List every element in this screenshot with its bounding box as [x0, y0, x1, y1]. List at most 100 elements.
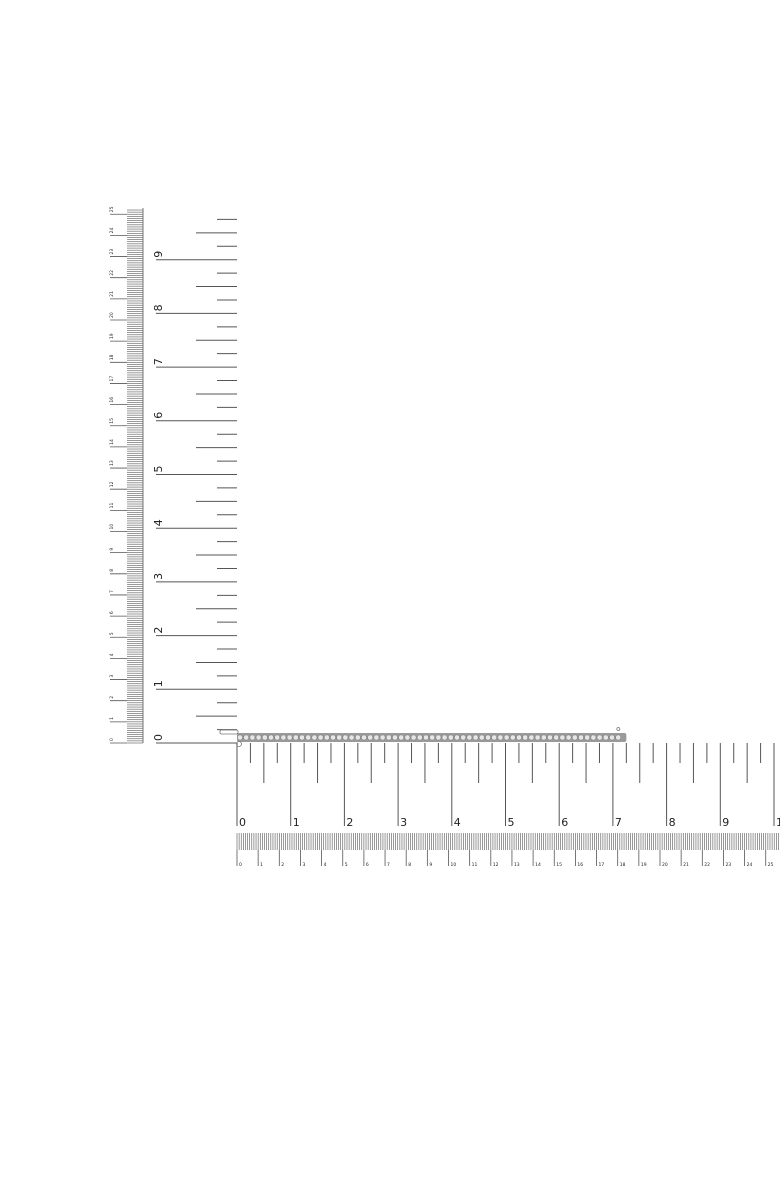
- cm-label: 14: [535, 862, 541, 868]
- cm-label: 9: [429, 862, 432, 868]
- diamond-stone: [503, 734, 510, 741]
- cm-label: 23: [109, 249, 115, 255]
- vertical-cm-ruler: 0123456789101112131415161718192021222324…: [109, 206, 144, 744]
- inch-label: 9: [722, 816, 729, 829]
- inch-label: 2: [152, 627, 165, 634]
- cm-label: 6: [366, 862, 369, 868]
- cm-label: 13: [514, 862, 520, 868]
- cm-label: 7: [109, 590, 115, 593]
- cm-label: 3: [109, 675, 115, 678]
- diamond-stone: [280, 734, 287, 741]
- inch-label: 8: [152, 304, 165, 311]
- clasp-icon: [219, 729, 239, 735]
- cm-label: 11: [472, 862, 478, 868]
- safety-latch-icon: [616, 727, 621, 731]
- cm-label: 20: [662, 862, 668, 868]
- cm-label: 8: [109, 569, 115, 572]
- diamond-stone: [249, 734, 256, 741]
- cm-label: 13: [109, 460, 115, 466]
- diamond-stone: [286, 734, 293, 741]
- cm-label: 2: [109, 696, 115, 699]
- cm-label: 1: [260, 862, 263, 868]
- cm-label: 10: [451, 862, 457, 868]
- diamond-stone: [602, 734, 609, 741]
- cm-label: 18: [620, 862, 626, 868]
- diamond-stone: [367, 734, 374, 741]
- inch-label: 3: [152, 573, 165, 580]
- diamond-stone: [497, 734, 504, 741]
- horizontal-inch-ruler: 0 1 2 3 4 5 6 7 8 9 10: [157, 742, 780, 829]
- cm-label: 6: [109, 611, 115, 614]
- diamond-stone: [330, 734, 336, 741]
- cm-label: 12: [109, 481, 115, 487]
- diamond-stone: [578, 734, 584, 741]
- diamond-stone: [361, 734, 367, 741]
- diamond-stone: [292, 734, 299, 741]
- diamond-stone: [237, 734, 243, 741]
- diamond-stone: [460, 734, 467, 741]
- clasp-ring-icon: [236, 741, 242, 747]
- cm-label: 4: [109, 653, 115, 656]
- diamond-stone: [342, 734, 349, 741]
- diamond-stone: [596, 734, 603, 741]
- inch-label: 6: [561, 816, 568, 829]
- inch-label: 0: [239, 816, 246, 829]
- diamond-stone: [516, 734, 522, 741]
- diamond-stone: [509, 734, 516, 741]
- inch-label: 5: [152, 466, 165, 473]
- cm-label: 19: [641, 862, 647, 868]
- diamond-stone: [559, 734, 566, 741]
- cm-label: 5: [345, 862, 348, 868]
- cm-label: 9: [109, 548, 115, 551]
- diamond-stone: [274, 734, 281, 741]
- cm-label: 24: [747, 862, 753, 868]
- cm-label: 21: [109, 291, 115, 297]
- diamond-stone: [398, 734, 405, 741]
- cm-label: 14: [109, 439, 115, 445]
- diamond-stone: [261, 734, 268, 741]
- cm-label: 0: [109, 738, 115, 741]
- inch-label: 7: [152, 358, 165, 365]
- bracelet-image: [219, 727, 627, 747]
- inch-label: 4: [454, 816, 461, 829]
- diamond-stone: [447, 734, 454, 741]
- cm-label: 2: [281, 862, 284, 868]
- vertical-inch-ruler: 0 1 2 3 4 5 6 7 8 9: [152, 218, 237, 744]
- diamond-stone: [584, 734, 591, 741]
- diamond-stone: [528, 734, 535, 741]
- inch-label: 0: [152, 734, 165, 741]
- cm-label: 0: [239, 862, 242, 868]
- inch-label: 7: [615, 816, 622, 829]
- cm-label: 15: [109, 418, 115, 424]
- diamond-stone: [609, 734, 615, 741]
- diamond-stone: [385, 734, 392, 741]
- diamond-stone: [243, 734, 250, 741]
- horizontal-cm-ruler: 0 1 2 3 4 5 6 7 8 9 10 11 12 13 14 15 16 17 18 19 20 21 22 23 24…: [236, 833, 779, 868]
- diamond-stone: [336, 734, 343, 741]
- inch-label: 5: [508, 816, 515, 829]
- diamond-stone: [354, 734, 361, 741]
- cm-label: 11: [109, 502, 115, 508]
- cm-label: 24: [109, 228, 115, 234]
- inch-label: 4: [152, 519, 165, 526]
- cm-label: 20: [109, 312, 115, 318]
- cm-label: 21: [683, 862, 689, 868]
- inch-label: 9: [152, 251, 165, 258]
- diamond-stone: [392, 734, 398, 741]
- diamond-stone: [478, 734, 485, 741]
- cm-label: 16: [109, 397, 115, 403]
- cm-label: 19: [109, 333, 115, 339]
- diamond-stone: [565, 734, 572, 741]
- diamond-stone: [373, 734, 380, 741]
- diamond-stone: [540, 734, 547, 741]
- cm-label: 5: [109, 632, 115, 635]
- diamond-stone: [423, 734, 429, 741]
- cm-label: 18: [109, 354, 115, 360]
- cm-label: 12: [493, 862, 499, 868]
- diamond-stone: [317, 734, 324, 741]
- inch-label: 8: [669, 816, 676, 829]
- cm-label: 4: [324, 862, 327, 868]
- inch-label: 3: [400, 816, 407, 829]
- diamond-stone: [522, 734, 529, 741]
